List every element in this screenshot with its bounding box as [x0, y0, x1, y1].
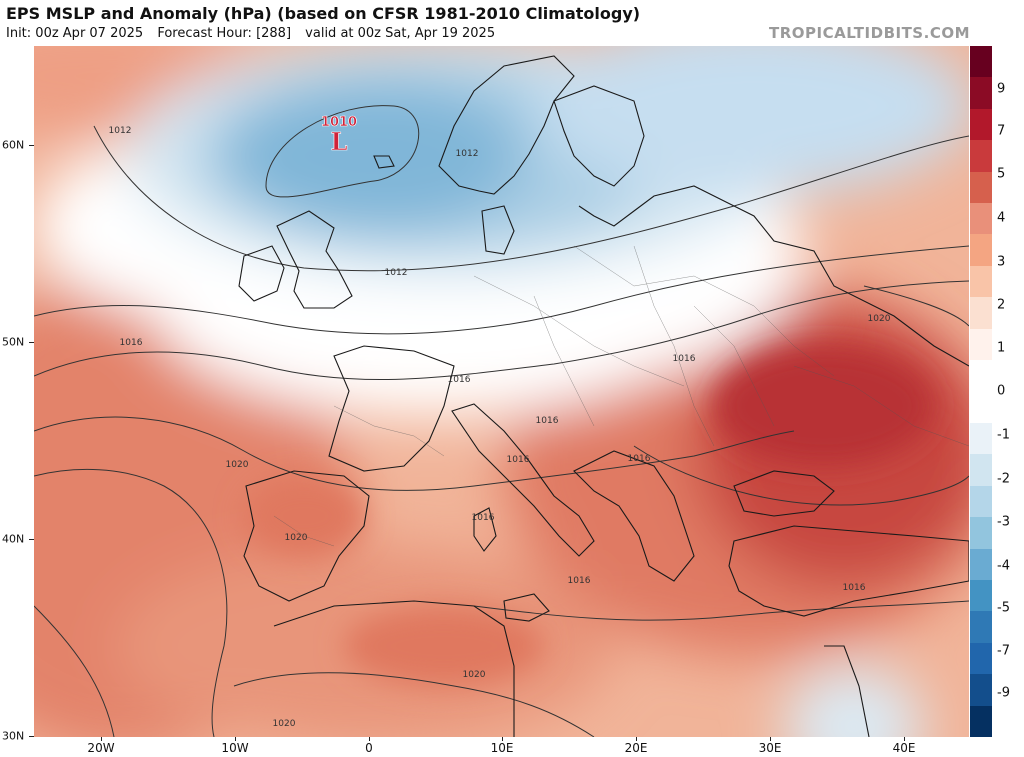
latitude-tick — [29, 539, 34, 540]
longitude-tick — [369, 737, 370, 741]
latitude-tick — [29, 145, 34, 146]
isobar-label: 1020 — [285, 533, 308, 543]
longitude-label: 20W — [87, 741, 115, 755]
isobar-label: 1016 — [628, 454, 651, 464]
colorbar-segment — [970, 297, 992, 330]
map-title: EPS MSLP and Anomaly (hPa) (based on CFS… — [6, 4, 641, 23]
valid-time: valid at 00z Sat, Apr 19 2025 — [305, 26, 496, 41]
latitude-label: 50N — [2, 335, 25, 349]
latitude-tick — [29, 342, 34, 343]
anomaly-colorbar — [970, 46, 992, 738]
colorbar-label: 9 — [997, 81, 1006, 97]
isobar-label: 1012 — [456, 149, 479, 159]
colorbar-segment — [970, 705, 992, 738]
colorbar-segment — [970, 203, 992, 235]
isobar-label: 1020 — [273, 719, 296, 729]
colorbar-label: 0 — [997, 383, 1006, 399]
anomaly-map: 1012 1012 1012 1016 1016 1016 1016 1016 1016 1016… — [34, 46, 969, 737]
colorbar-segment — [970, 642, 992, 675]
colorbar-label: -1 — [997, 427, 1010, 443]
colorbar-segment — [970, 265, 992, 298]
map-subtitle: Init: 00z Apr 07 2025 Forecast Hour: [28… — [6, 26, 505, 41]
colorbar-segment — [970, 234, 992, 267]
longitude-label: 10E — [490, 741, 514, 755]
colorbar-label: -2 — [997, 471, 1010, 487]
isobar-label: 1020 — [868, 314, 891, 324]
colorbar-segment — [970, 77, 992, 110]
longitude-tick — [502, 737, 503, 741]
colorbar-segment — [970, 485, 992, 518]
colorbar-segment — [970, 517, 992, 550]
longitude-label: 30E — [758, 741, 782, 755]
colorbar-segment — [970, 171, 992, 204]
low-pressure-symbol: L — [331, 127, 348, 156]
latitude-label: 60N — [2, 138, 25, 152]
longitude-label: 10W — [221, 741, 249, 755]
colorbar-label: -3 — [997, 514, 1010, 530]
colorbar-segment — [970, 454, 992, 487]
colorbar-segment — [970, 422, 992, 455]
latitude-label: 30N — [2, 729, 25, 743]
colorbar-label: 3 — [997, 254, 1006, 270]
colorbar-segment — [970, 328, 992, 361]
latitude-label: 40N — [2, 532, 25, 546]
longitude-label: 0 — [365, 741, 373, 755]
colorbar-segment — [970, 548, 992, 581]
colorbar-segment — [970, 579, 992, 612]
latitude-tick — [29, 736, 34, 737]
colorbar-label: 7 — [997, 123, 1006, 139]
colorbar-segment — [970, 674, 992, 707]
longitude-tick — [904, 737, 905, 741]
low-pressure-value: 1010 — [321, 115, 357, 130]
isobar-label: 1016 — [568, 576, 591, 586]
map-canvas: 1012 1012 1012 1016 1016 1016 1016 1016 1016 1016… — [34, 46, 969, 737]
longitude-label: 40E — [892, 741, 916, 755]
isobar-label: 1016 — [843, 583, 866, 593]
longitude-tick — [101, 737, 102, 741]
init-time: Init: 00z Apr 07 2025 — [6, 26, 144, 41]
forecast-hour: Forecast Hour: [288] — [157, 26, 292, 41]
colorbar-label: -7 — [997, 643, 1010, 659]
isobar-label: 1016 — [507, 455, 530, 465]
colorbar-label: 4 — [997, 210, 1006, 226]
isobar-label: 1016 — [536, 416, 559, 426]
longitude-label: 20E — [624, 741, 648, 755]
colorbar-segment — [970, 611, 992, 644]
colorbar-segment — [970, 140, 992, 173]
colorbar-label: -4 — [997, 558, 1010, 574]
isobar-label: 1020 — [463, 670, 486, 680]
colorbar-label: -9 — [997, 685, 1010, 701]
isobar-label: 1016 — [448, 375, 471, 385]
longitude-tick — [636, 737, 637, 741]
isobar-label: 1012 — [109, 126, 132, 136]
longitude-tick — [235, 737, 236, 741]
colorbar-label: 5 — [997, 166, 1006, 182]
colorbar-label: 2 — [997, 297, 1006, 313]
isobar-label: 1020 — [226, 460, 249, 470]
colorbar-segment — [970, 360, 992, 392]
isobar-label: 1016 — [120, 338, 143, 348]
longitude-tick — [770, 737, 771, 741]
colorbar-label: -5 — [997, 600, 1010, 616]
colorbar-segment — [970, 391, 992, 424]
isobar-label: 1016 — [673, 354, 696, 364]
isobar-label: 1016 — [472, 513, 495, 523]
colorbar-segment — [970, 108, 992, 141]
colorbar-segment — [970, 46, 992, 78]
site-credit: TROPICALTIDBITS.COM — [769, 24, 970, 42]
colorbar-label: 1 — [997, 340, 1006, 356]
isobar-label: 1012 — [385, 268, 408, 278]
